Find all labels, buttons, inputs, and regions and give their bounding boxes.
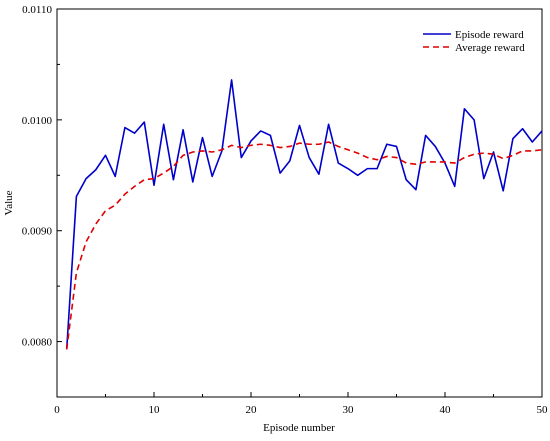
plot-area [56, 8, 543, 398]
series-line-average-reward [65, 141, 543, 350]
x-tick-label: 40 [440, 404, 452, 416]
x-tick-label: 30 [343, 404, 355, 416]
y-tick-label: 0.0080 [22, 337, 53, 349]
plot-frame [56, 8, 543, 398]
y-tick-label: 0.0100 [22, 115, 53, 127]
y-tick-label: 0.0110 [22, 4, 52, 16]
legend: Episode reward Average reward [423, 29, 525, 54]
x-tick-label: 0 [54, 404, 60, 416]
x-axis: 0 10 20 30 40 50 [54, 392, 548, 416]
series-layer [65, 79, 543, 350]
y-tick-label: 0.0090 [22, 226, 53, 238]
legend-label-average-reward: Average reward [455, 42, 525, 54]
legend-label-episode-reward: Episode reward [455, 29, 524, 41]
y-axis-title: Value [3, 190, 15, 215]
y-axis: 0.0080 0.0090 0.0100 0.0110 [22, 4, 62, 349]
x-tick-label: 20 [246, 404, 258, 416]
x-axis-title: Episode number [263, 422, 335, 434]
x-tick-label: 10 [149, 404, 161, 416]
x-tick-label: 50 [537, 404, 549, 416]
series-line-episode-reward [65, 79, 543, 350]
